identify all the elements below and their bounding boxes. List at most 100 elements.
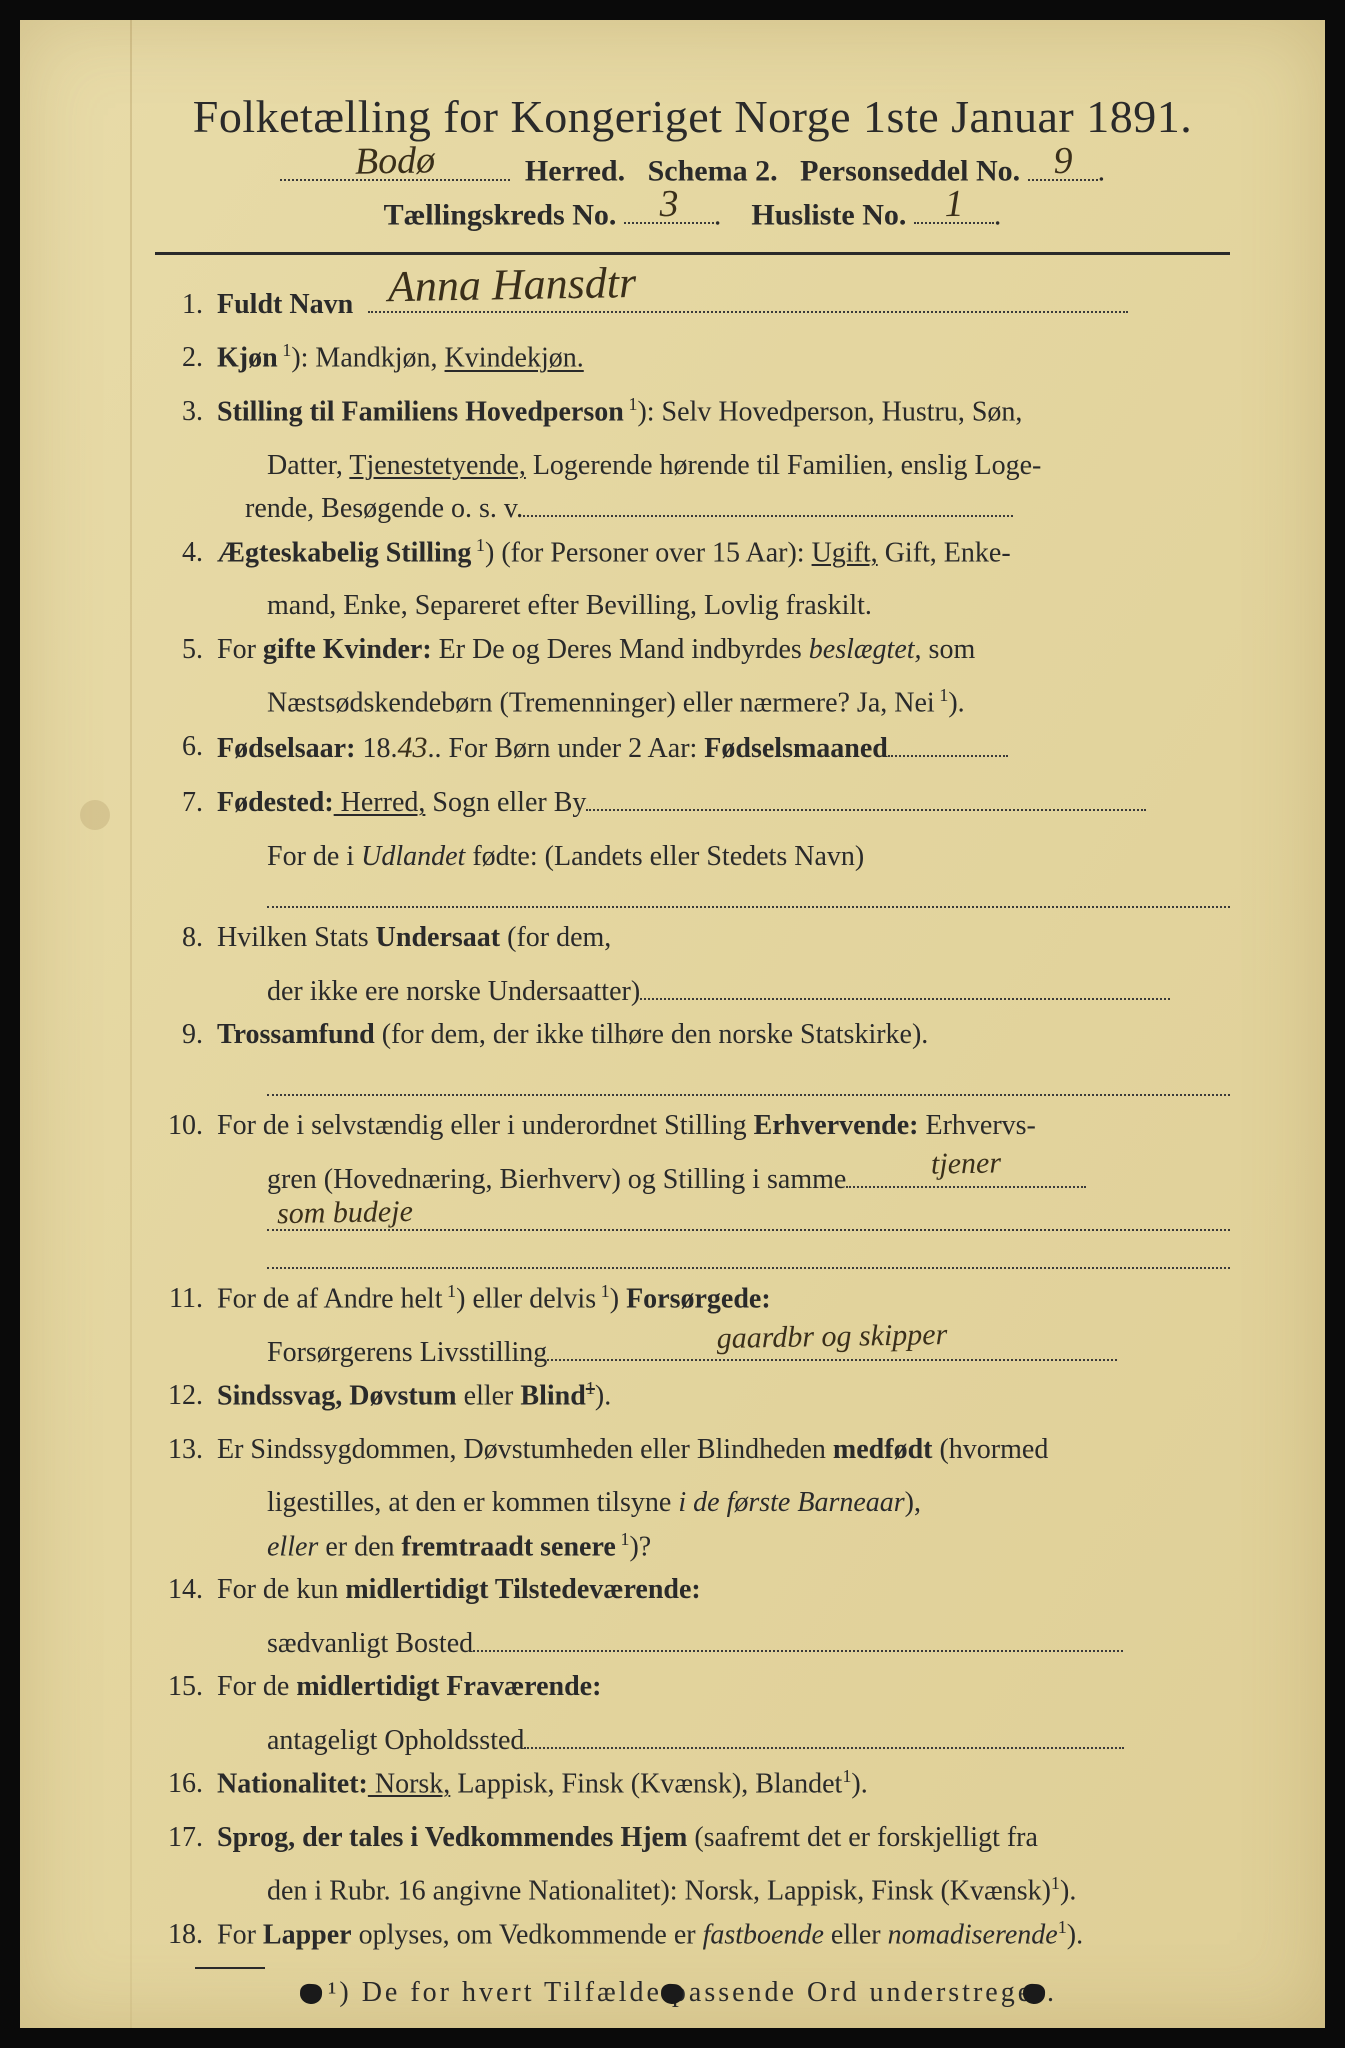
text: er den: [318, 1531, 401, 1562]
item-num: 9.: [155, 1013, 217, 1056]
label-herred: Herred.: [525, 155, 625, 188]
paper-stain: [80, 800, 110, 830]
provider-handwritten: gaardbr og skipper: [547, 1309, 1118, 1365]
text: For de i selvstændig eller i underordnet…: [217, 1110, 754, 1141]
name-field: Anna Hansdtr: [368, 284, 1128, 313]
item-body: Trossamfund (for dem, der ikke tilhøre d…: [217, 1013, 1230, 1056]
item-body: For de midlertidigt Fraværende:: [217, 1665, 1230, 1708]
item-8-cont: der ikke ere norske Undersaatter): [155, 970, 1230, 1013]
dotted-row: som budeje: [267, 1201, 1230, 1231]
text: Sogn eller By: [425, 787, 586, 818]
item-14-cont: sædvanligt Bosted: [155, 1622, 1230, 1665]
label-fodselsaar: Fødselsaar:: [217, 733, 355, 764]
item-5-cont: Næstsødskendebørn (Tremenninger) eller n…: [155, 681, 1230, 725]
label-fuldt-navn: Fuldt Navn: [217, 289, 353, 320]
sup-1: 1: [596, 1281, 610, 1301]
item-body: Sindssvag, Døvstum eller Blind1).: [217, 1374, 1230, 1418]
label-forsorgede: Forsørgede:: [626, 1283, 771, 1314]
item-num: 15.: [155, 1665, 217, 1708]
text: eller: [824, 1919, 888, 1950]
item-body: Hvilken Stats Undersaat (for dem,: [217, 916, 1230, 959]
sup-1: 1: [616, 1529, 630, 1549]
label-fodselsmaaned: Fødselsmaaned: [704, 733, 888, 764]
divider-footnote: [195, 1967, 265, 1969]
text: eller: [457, 1381, 521, 1412]
label-gifte-kvinder: gifte Kvinder:: [263, 634, 432, 665]
label-sprog: Sprog, der tales i Vedkommendes Hjem: [217, 1822, 687, 1853]
text: Næstsødskendebørn (Tremenninger) eller n…: [267, 687, 935, 718]
item-8: 8. Hvilken Stats Undersaat (for dem,: [155, 916, 1230, 959]
text: 18.: [355, 733, 397, 764]
text: ): Selv Hovedperson, Hustru, Søn,: [637, 396, 1022, 427]
dotted-fill: [524, 1721, 1124, 1749]
item-num: 6.: [155, 725, 217, 772]
item-body: For gifte Kvinder: Er De og Deres Mand i…: [217, 628, 1230, 671]
text: Er Sindssygdommen, Døvstumheden eller Bl…: [217, 1434, 833, 1465]
item-17-cont: den i Rubr. 16 angivne Nationalitet): No…: [155, 1869, 1230, 1913]
sup-1: 1: [443, 1281, 457, 1301]
item-9: 9. Trossamfund (for dem, der ikke tilhør…: [155, 1013, 1230, 1056]
item-1: 1. Fuldt Navn Anna Hansdtr: [155, 283, 1230, 326]
text: rende, Besøgende o. s. v.: [245, 493, 523, 524]
underlined-kvindekjon: Kvindekjøn.: [445, 343, 584, 374]
subheader-line-2: Tællingskreds No. 3 . Husliste No. 1 .: [155, 193, 1230, 233]
text: oplyses, om Vedkommende er: [352, 1919, 703, 1950]
text: ),: [905, 1487, 921, 1518]
text: .. For Børn under 2 Aar:: [427, 733, 704, 764]
label-aegteskab: Ægteskabelig Stilling: [217, 537, 471, 568]
label-erhvervende: Erhvervende:: [754, 1110, 919, 1141]
binding-holes: [20, 1984, 1325, 2004]
text: For de i: [267, 841, 361, 872]
em-fastboende: fastboende: [703, 1919, 824, 1950]
item-13: 13. Er Sindssygdommen, Døvstumheden elle…: [155, 1428, 1230, 1471]
husliste-field: 1: [914, 193, 994, 225]
name-handwritten: Anna Hansdtr: [368, 240, 1129, 321]
personseddel-field: 9: [1028, 149, 1098, 181]
census-form-page: Folketælling for Kongeriget Norge 1ste J…: [20, 20, 1325, 2028]
item-body: For Lapper oplyses, om Vedkommende er fa…: [217, 1913, 1230, 1957]
item-body: Stilling til Familiens Hovedperson 1): S…: [217, 390, 1230, 434]
text: ).: [595, 1381, 611, 1412]
label-lapper: Lapper: [263, 1919, 352, 1950]
item-num: 14.: [155, 1568, 217, 1611]
text: som: [922, 634, 976, 665]
text: For de af Andre helt: [217, 1283, 443, 1314]
item-num: 12.: [155, 1374, 217, 1418]
label-blind: Blind: [520, 1381, 585, 1412]
item-5: 5. For gifte Kvinder: Er De og Deres Man…: [155, 628, 1230, 671]
item-4: 4. Ægteskabelig Stilling 1) (for Persone…: [155, 531, 1230, 575]
underlined-herred: Herred,: [334, 787, 426, 818]
dotted-fill: [523, 489, 1013, 517]
item-16: 16. Nationalitet: Norsk, Lappisk, Finsk …: [155, 1762, 1230, 1806]
dotted-fill: [473, 1624, 1123, 1652]
kreds-field: 3: [624, 193, 714, 225]
em-eller: eller: [267, 1531, 318, 1562]
dotted-fill: [586, 783, 1146, 811]
sup-1: 1: [1058, 1917, 1067, 1937]
sup-1: 1: [471, 535, 485, 555]
item-15: 15. For de midlertidigt Fraværende:: [155, 1665, 1230, 1708]
em-udlandet: Udlandet: [361, 841, 465, 872]
item-num: 3.: [155, 390, 217, 434]
item-num: 7.: [155, 781, 217, 824]
sup-1: 1: [278, 340, 292, 360]
item-6: 6. Fødselsaar: 18.43.. For Børn under 2 …: [155, 725, 1230, 772]
dotted-row: [267, 1239, 1230, 1269]
sup-1: 1: [586, 1378, 595, 1398]
text: Logerende hørende til Familien, enslig L…: [526, 450, 1042, 481]
underlined-norsk: Norsk,: [368, 1768, 450, 1799]
kreds-handwritten: 3: [624, 181, 715, 227]
year-handwritten: 43: [397, 731, 427, 764]
item-body: Sprog, der tales i Vedkommendes Hjem (sa…: [217, 1816, 1230, 1859]
label-tilstedevaerende: midlertidigt Tilstedeværende:: [345, 1574, 700, 1605]
dotted-fill: [640, 972, 1170, 1000]
sup-1: 1: [842, 1766, 851, 1786]
item-num: 10.: [155, 1104, 217, 1147]
em-nomadiserende: nomadiserende: [888, 1919, 1058, 1950]
item-15-cont: antageligt Opholdssted: [155, 1719, 1230, 1762]
item-13-cont2: eller er den fremtraadt senere 1)?: [155, 1525, 1230, 1569]
label-fremtraadt: fremtraadt senere: [402, 1531, 616, 1562]
item-3: 3. Stilling til Familiens Hovedperson 1)…: [155, 390, 1230, 434]
item-3-cont2: rende, Besøgende o. s. v.: [155, 487, 1230, 530]
dotted-row: [267, 878, 1230, 908]
